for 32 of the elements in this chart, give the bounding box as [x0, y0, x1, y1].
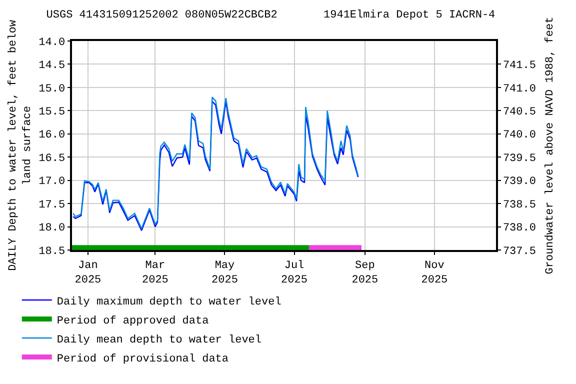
y-tick-label: 18.5 — [38, 246, 66, 258]
legend-label: Daily maximum depth to water level — [56, 296, 282, 308]
y2-tick-label: 741.0 — [502, 83, 536, 96]
chart-title: USGS 414315091252002 080N05W22CBCB2 1941Elmira Depot 5 IACRN-4 — [46, 9, 496, 22]
x-tick-label: Nov 2025 — [421, 260, 448, 286]
y-tick-label: 17.5 — [38, 199, 66, 212]
x-tick-label: Sep 2025 — [352, 260, 378, 286]
x-tick-label: Jan 2025 — [74, 260, 102, 286]
y2-tick-label: 741.5 — [502, 60, 536, 72]
y2-tick-label: 740.5 — [502, 106, 536, 119]
y-tick-label: 16.0 — [38, 130, 66, 142]
y-tick-label: 15.5 — [38, 106, 66, 119]
y-tick-label: 18.0 — [38, 222, 66, 235]
y-tick-label: 14.5 — [38, 60, 66, 72]
legend-label: Period of provisional data — [56, 353, 229, 366]
y2-tick-label: 737.5 — [502, 246, 536, 258]
x-tick-label: Mar 2025 — [142, 260, 168, 286]
y-tick-label: 15.0 — [38, 83, 66, 96]
y-tick-label: 16.5 — [38, 152, 66, 165]
x-tick-label: May 2025 — [212, 260, 238, 286]
y-tick-label: 17.0 — [38, 176, 66, 188]
legend-label: Daily mean depth to water level — [56, 334, 262, 346]
legend-label: Period of approved data — [56, 315, 210, 328]
y2-tick-label: 739.0 — [502, 176, 536, 188]
y2-tick-label: 738.0 — [502, 222, 536, 235]
y-axis-title: DAILY Depth to water level, feet below land surface — [7, 20, 34, 271]
y-tick-label: 14.0 — [38, 36, 66, 49]
y2-axis-title: Groundwater level above NAVD 1988, feet — [544, 16, 557, 274]
y2-tick-label: 739.5 — [502, 152, 536, 165]
y2-tick-label: 738.5 — [502, 199, 536, 212]
x-tick-label: Jul 2025 — [281, 260, 308, 286]
y2-tick-label: 740.0 — [502, 130, 536, 142]
